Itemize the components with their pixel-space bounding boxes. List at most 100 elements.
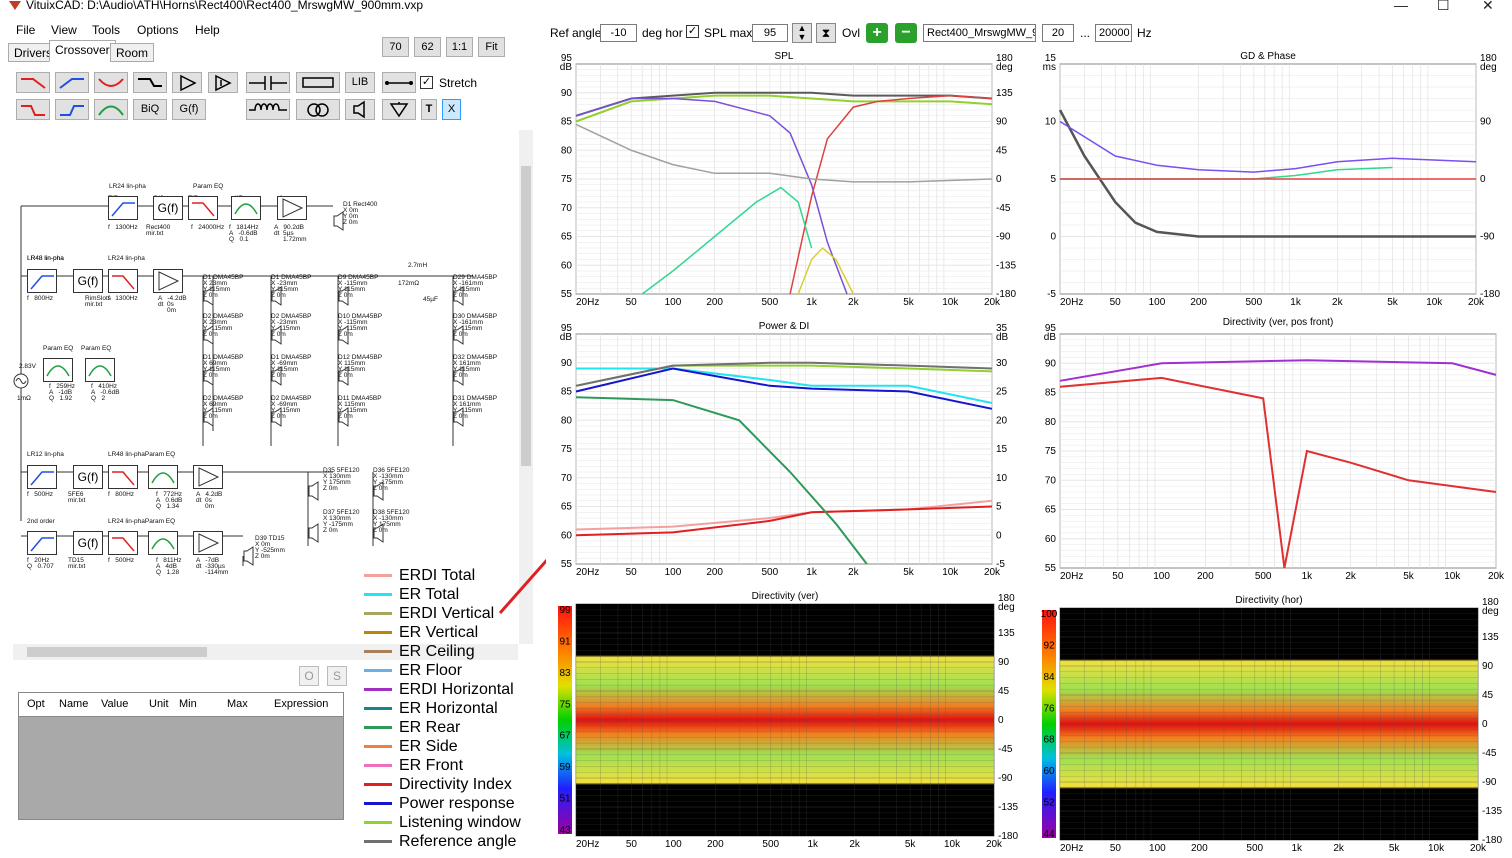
zoom-1to1-button[interactable]: 1:1 xyxy=(446,37,473,57)
schematic-block[interactable] xyxy=(108,465,138,489)
driver-icon[interactable] xyxy=(308,481,320,501)
driver-icon[interactable] xyxy=(333,211,345,231)
legend-item[interactable]: ER Front xyxy=(364,756,521,775)
close-button[interactable]: ✕ xyxy=(1482,0,1494,13)
driver-icon[interactable] xyxy=(271,286,283,306)
ref-angle-input[interactable]: -10 xyxy=(600,24,637,42)
speaker-button[interactable] xyxy=(345,99,375,120)
legend-item[interactable]: ER Floor xyxy=(364,661,521,680)
freq-high-input[interactable]: 20000 xyxy=(1095,24,1132,42)
driver-icon[interactable] xyxy=(203,325,215,345)
maximize-button[interactable]: ☐ xyxy=(1437,0,1450,13)
driver-icon[interactable] xyxy=(453,407,465,427)
driver-icon[interactable] xyxy=(243,546,255,566)
col-min[interactable]: Min xyxy=(179,698,197,710)
biquad-button[interactable]: BiQ xyxy=(133,99,167,120)
gain-button[interactable] xyxy=(208,72,238,93)
menu-help[interactable]: Help xyxy=(195,23,220,37)
lowpass-filter-button[interactable] xyxy=(16,72,50,93)
driver-icon[interactable] xyxy=(338,325,350,345)
legend-item[interactable]: ER Horizontal xyxy=(364,699,521,718)
peak-filter-button[interactable] xyxy=(94,99,128,120)
col-unit[interactable]: Unit xyxy=(149,698,169,710)
legend-item[interactable]: Listening window xyxy=(364,813,521,832)
driver-icon[interactable] xyxy=(338,366,350,386)
schematic-block[interactable] xyxy=(85,358,115,382)
legend-item[interactable]: ER Vertical xyxy=(364,623,521,642)
col-opt[interactable]: Opt xyxy=(27,698,45,710)
text-button[interactable]: T xyxy=(421,99,437,120)
directivity-ver-pos-chart[interactable]: Directivity (ver, pos front) 95 dB 90 85 80 75… xyxy=(1030,314,1510,584)
tab-crossover[interactable]: Crossover xyxy=(49,40,116,62)
schematic-block[interactable] xyxy=(27,269,57,293)
ground-button[interactable] xyxy=(382,99,416,120)
schematic-block[interactable] xyxy=(153,269,183,293)
schematic-block[interactable] xyxy=(108,269,138,293)
legend-item[interactable]: ER Side xyxy=(364,737,521,756)
driver-icon[interactable] xyxy=(203,286,215,306)
legend-item[interactable]: ER Ceiling xyxy=(364,642,521,661)
highpass-filter-button[interactable] xyxy=(55,72,89,93)
schematic-block[interactable] xyxy=(188,196,218,220)
overlay-name-input[interactable]: Rect400_MrswgMW_9( xyxy=(923,24,1036,42)
wire-button[interactable] xyxy=(382,72,416,93)
minimize-button[interactable]: — xyxy=(1394,0,1408,13)
legend-item[interactable]: Reference angle xyxy=(364,832,521,851)
spl-max-checkbox[interactable]: ✓ xyxy=(686,25,699,38)
driver-icon[interactable] xyxy=(271,325,283,345)
optimizer-o-button[interactable]: O xyxy=(299,666,319,686)
schematic-hscroll[interactable] xyxy=(13,644,518,660)
schematic-block[interactable] xyxy=(43,358,73,382)
driver-icon[interactable] xyxy=(271,366,283,386)
zoom-62-button[interactable]: 62 xyxy=(414,37,441,57)
schematic-block[interactable]: G(f) xyxy=(73,465,103,489)
notch-filter-button[interactable] xyxy=(94,72,128,93)
driver-icon[interactable] xyxy=(271,407,283,427)
highpass2-filter-button[interactable] xyxy=(55,99,89,120)
driver-icon[interactable] xyxy=(453,325,465,345)
driver-icon[interactable] xyxy=(203,366,215,386)
col-value[interactable]: Value xyxy=(101,698,129,710)
schematic-block[interactable]: G(f) xyxy=(153,196,183,220)
shelf-filter-button[interactable] xyxy=(133,72,167,93)
optimizer-grid[interactable]: Opt Name Value Unit Min Max Expression xyxy=(18,692,344,820)
delete-button[interactable]: X xyxy=(442,99,461,120)
legend-item[interactable]: ERDI Vertical xyxy=(364,604,521,623)
optimizer-s-button[interactable]: S xyxy=(327,666,347,686)
driver-icon[interactable] xyxy=(338,407,350,427)
legend-item[interactable]: ER Rear xyxy=(364,718,521,737)
schematic-block[interactable]: G(f) xyxy=(73,531,103,555)
menu-view[interactable]: View xyxy=(51,23,77,37)
schematic-block[interactable] xyxy=(148,465,178,489)
freq-low-input[interactable]: 20 xyxy=(1042,24,1074,42)
schematic-block[interactable] xyxy=(27,531,57,555)
legend-item[interactable]: ERDI Horizontal xyxy=(364,680,521,699)
inductor-button[interactable] xyxy=(246,99,290,120)
driver-icon[interactable] xyxy=(308,523,320,543)
vscroll-thumb[interactable] xyxy=(521,166,531,466)
driver-icon[interactable] xyxy=(373,523,385,543)
schematic-vscroll[interactable] xyxy=(519,130,533,644)
capacitor-button[interactable] xyxy=(246,72,290,93)
schematic-block[interactable] xyxy=(277,196,307,220)
legend-item[interactable]: Directivity Index xyxy=(364,775,521,794)
hscroll-thumb[interactable] xyxy=(27,647,207,657)
directivity-ver-map[interactable]: Directivity (ver) 99 91 83 75 67 59 51 43 180 deg 1… xyxy=(546,588,1026,854)
col-expression[interactable]: Expression xyxy=(274,698,329,710)
spl-auto-button[interactable]: ⧗ xyxy=(816,23,836,43)
tab-room[interactable]: Room xyxy=(110,43,155,62)
menu-file[interactable]: File xyxy=(16,23,36,37)
col-name[interactable]: Name xyxy=(59,698,89,710)
spl-chart[interactable]: SPL 95 dB 90 85 80 75 70 65 60 55 180 deg 135 90 45 0 -45… xyxy=(546,48,1026,313)
lowpass2-filter-button[interactable] xyxy=(16,99,50,120)
col-max[interactable]: Max xyxy=(227,698,248,710)
menu-options[interactable]: Options xyxy=(137,23,179,37)
legend-item[interactable]: Power response xyxy=(364,794,521,813)
library-button[interactable]: LIB xyxy=(345,72,375,93)
schematic-block[interactable] xyxy=(108,196,138,220)
driver-icon[interactable] xyxy=(453,286,465,306)
directivity-hor-map[interactable]: Directivity (hor) 100 92 84 76 68 60 52 44 180 deg… xyxy=(1030,592,1510,854)
driver-icon[interactable] xyxy=(373,481,385,501)
